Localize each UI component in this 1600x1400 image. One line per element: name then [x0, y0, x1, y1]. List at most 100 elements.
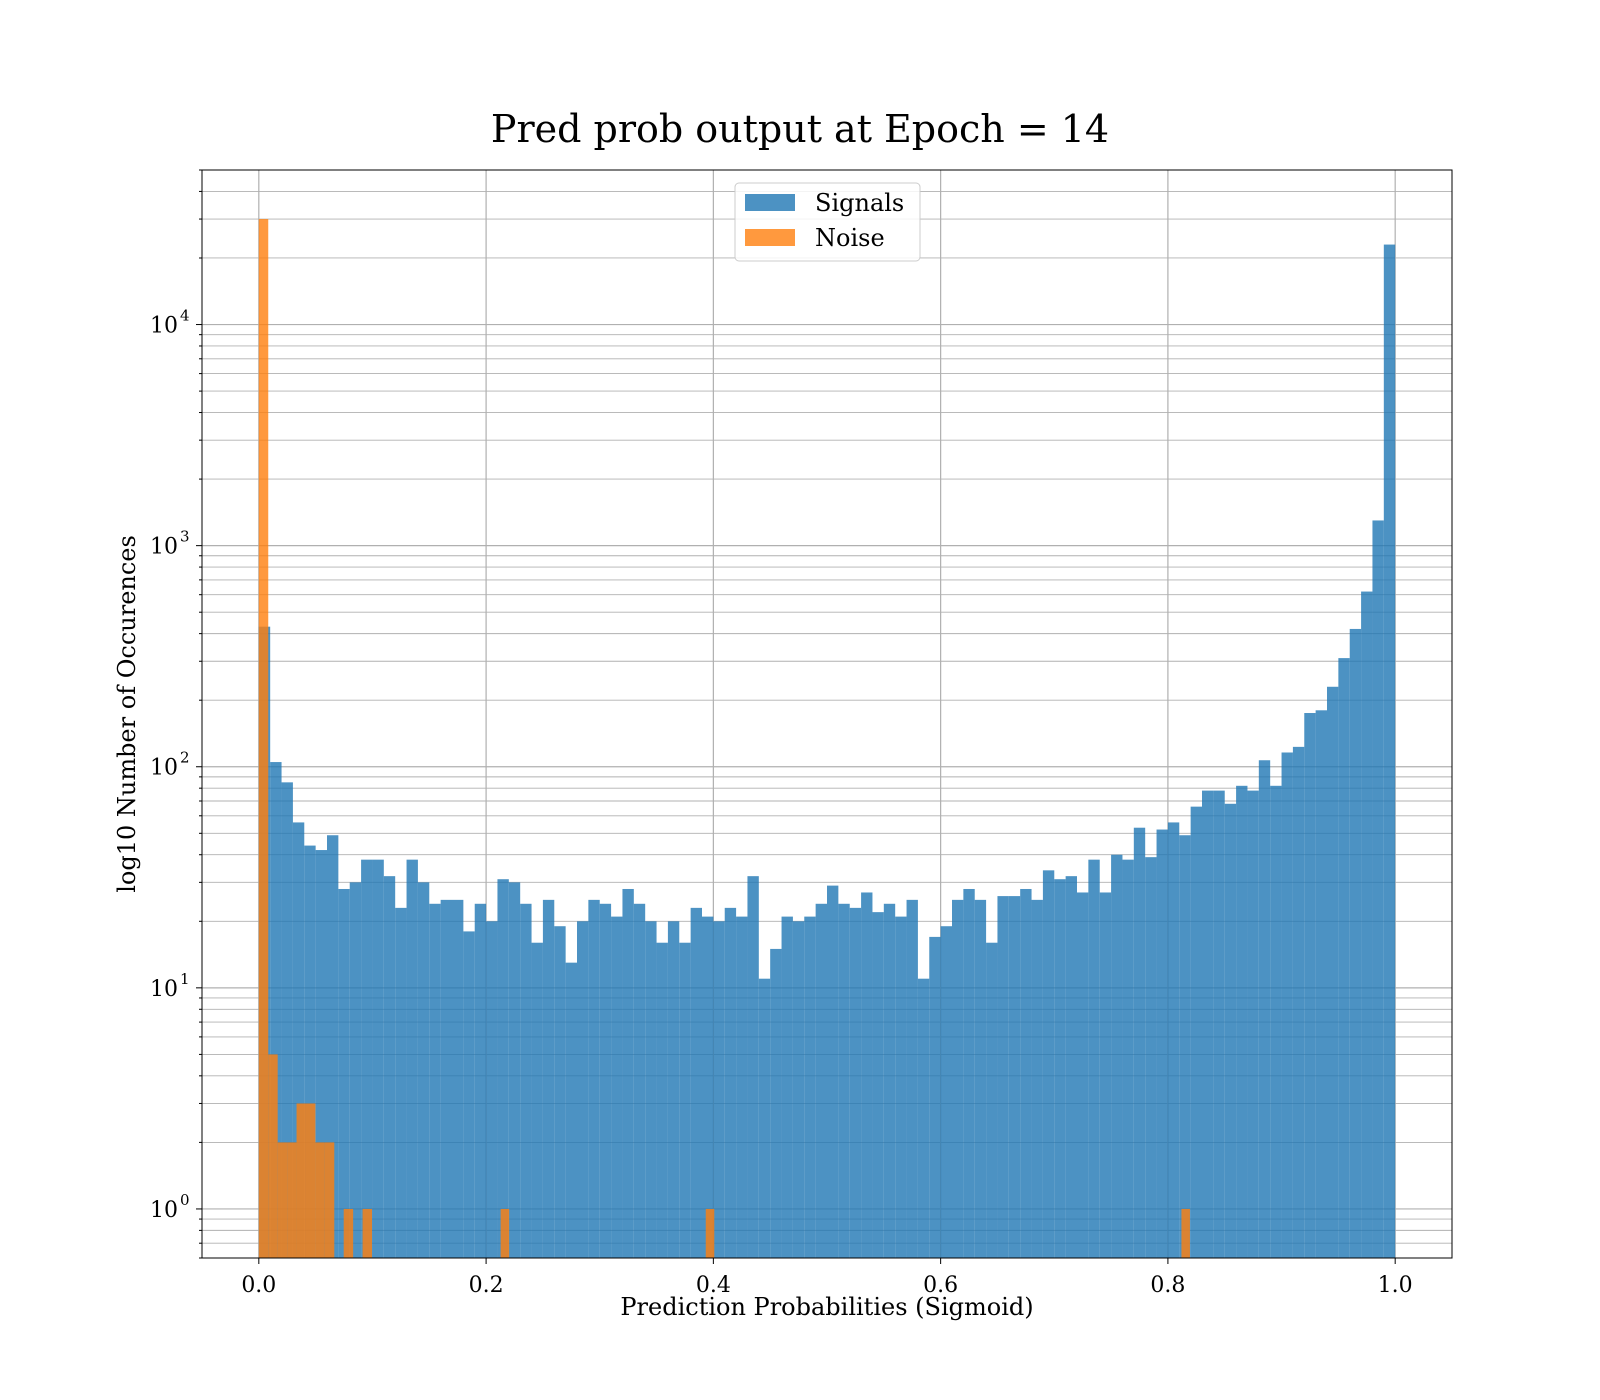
signals-bar [815, 903, 827, 1258]
signals-bar [713, 921, 725, 1258]
noise-bar [305, 1103, 316, 1258]
signals-bar [1099, 892, 1112, 1258]
signals-bar [452, 899, 464, 1258]
legend-label-signals: Signals [815, 189, 904, 217]
signals-bar [599, 903, 612, 1258]
signals-bar [1042, 870, 1055, 1258]
noise-bar [1181, 1208, 1190, 1258]
signals-bar [883, 903, 896, 1258]
noise-bar [315, 1142, 325, 1258]
signals-bar [1361, 591, 1373, 1258]
signals-bar [986, 942, 998, 1258]
signals-bar [1349, 628, 1362, 1258]
signals-bar [531, 942, 543, 1258]
signals-bar [1179, 835, 1191, 1258]
signals-bar [1270, 785, 1282, 1258]
signals-bar [406, 859, 418, 1258]
signals-bar [1145, 857, 1157, 1258]
signals-bar [497, 879, 509, 1258]
signals-bar [861, 892, 873, 1258]
signals-bar [1213, 790, 1225, 1258]
signals-bar [781, 916, 793, 1258]
signals-bar [1008, 896, 1021, 1258]
signals-bar [724, 907, 737, 1258]
signals-bar [906, 899, 918, 1258]
legend-swatch-noise [745, 229, 795, 246]
signals-bar [508, 882, 521, 1258]
signals-bar [611, 916, 623, 1258]
y-tick-exponent: 2 [180, 749, 190, 767]
signals-bar [565, 962, 577, 1258]
x-tick-label: 0.8 [1150, 1273, 1185, 1298]
signals-bar [417, 882, 430, 1258]
signals-bar [804, 916, 816, 1258]
x-tick-label: 0.0 [241, 1273, 276, 1298]
signals-bar [1065, 876, 1077, 1258]
y-tick-exponent: 0 [180, 1191, 190, 1209]
noise-bar [362, 1208, 372, 1258]
signals-bar [327, 835, 339, 1258]
signals-bar [872, 912, 884, 1258]
signals-bar [1338, 658, 1350, 1258]
signals-bar [1020, 888, 1032, 1258]
signals-bars [258, 244, 1396, 1259]
y-tick-exponent: 3 [180, 528, 190, 546]
signals-bar [554, 926, 566, 1258]
y-tick-label: 10 [150, 756, 178, 781]
signals-bar [349, 882, 362, 1258]
signals-bar [1054, 879, 1066, 1258]
signals-bar [1236, 785, 1248, 1258]
signals-bar [463, 931, 475, 1258]
signals-bar [1077, 892, 1089, 1258]
signals-bar [429, 903, 441, 1258]
y-tick-label: 10 [150, 977, 178, 1002]
signals-bar [702, 916, 714, 1258]
signals-bar [929, 936, 941, 1258]
signals-bar [622, 888, 634, 1258]
signals-bar [1088, 859, 1100, 1258]
signals-bar [1190, 806, 1202, 1258]
legend-swatch-signals [745, 194, 795, 211]
y-tick-exponent: 4 [180, 307, 190, 325]
signals-bar [486, 921, 498, 1258]
signals-bar [440, 899, 452, 1258]
signals-bar [1304, 713, 1316, 1258]
signals-bar [690, 907, 702, 1258]
signals-bar [577, 921, 589, 1258]
signals-bar [1327, 686, 1339, 1258]
signals-bar [952, 899, 964, 1258]
signals-bar [645, 921, 657, 1258]
signals-bar [963, 888, 975, 1258]
signals-bar [315, 850, 327, 1258]
signals-bar [270, 762, 282, 1258]
signals-bar [588, 899, 600, 1258]
signals-bar [1122, 859, 1134, 1258]
noise-bar [268, 1054, 278, 1258]
signals-bar [758, 978, 771, 1258]
signals-bar [1383, 244, 1396, 1259]
signals-bar [281, 782, 293, 1258]
signals-bar [1156, 829, 1168, 1258]
signals-bar [1031, 899, 1043, 1258]
signals-bar [542, 899, 555, 1258]
signals-bar [747, 876, 759, 1258]
signals-bar [1202, 790, 1214, 1258]
noise-bar [343, 1208, 354, 1258]
x-tick-label: 1.0 [1378, 1273, 1413, 1298]
signals-bar [838, 903, 850, 1258]
x-axis-label: Prediction Probabilities (Sigmoid) [620, 1293, 1033, 1321]
signals-bar [361, 859, 373, 1258]
x-axis-ticks: 0.0 0.2 0.4 0.6 0.8 1.0 [241, 1258, 1413, 1298]
noise-bar [296, 1103, 306, 1258]
noise-bar [324, 1142, 335, 1258]
signals-bar [917, 978, 930, 1258]
signals-bar [940, 926, 952, 1258]
x-tick-label: 0.6 [923, 1273, 958, 1298]
signals-bar [474, 903, 487, 1258]
signals-bar [395, 907, 407, 1258]
signals-bar [1167, 822, 1180, 1258]
y-tick-label: 10 [150, 1198, 178, 1223]
signals-bar [372, 859, 384, 1258]
